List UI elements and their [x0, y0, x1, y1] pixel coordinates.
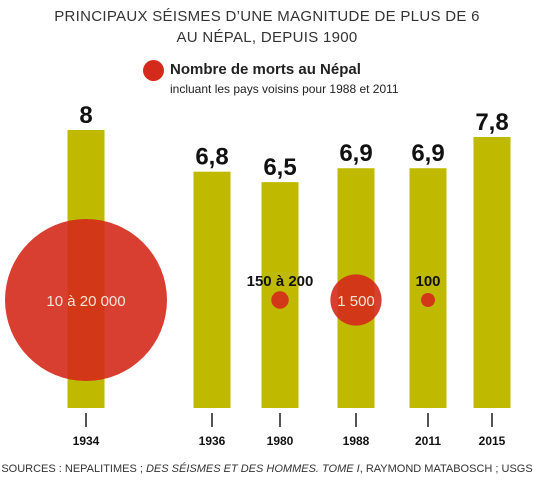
- magnitude-label-2015: 7,8: [475, 109, 508, 136]
- sources-prefix: SOURCES : NEPALITIMES ;: [1, 463, 146, 475]
- year-label-2015: 2015: [479, 434, 506, 448]
- year-label-1936: 1936: [199, 434, 226, 448]
- deaths-circle-2011: [421, 293, 435, 307]
- deaths-circle-1980: [271, 291, 289, 309]
- bar-2011: [409, 168, 447, 408]
- sources-book-title: DES SÉISMES ET DES HOMMES. TOME I: [145, 463, 360, 475]
- deaths-circle-1934: [5, 219, 167, 381]
- legend-subtitle: incluant les pays voisins pour 1988 et 2…: [170, 82, 399, 96]
- magnitude-label-1980: 6,5: [263, 154, 296, 181]
- chart-title-line-2: AU NÉPAL, DEPUIS 1900: [176, 29, 358, 46]
- legend-deaths-marker: [143, 60, 164, 81]
- deaths-label-1934: 10 à 20 000: [46, 293, 125, 310]
- labels-group: 8 1934 6,8 1936 6,5 1980 6,9 1988 6,9 2011 7,8 2015…: [46, 102, 508, 448]
- bar-2015: [473, 136, 511, 408]
- year-label-1988: 1988: [343, 434, 370, 448]
- deaths-label-2011: 100: [415, 273, 440, 290]
- sources-suffix: , RAYMOND MATABOSCH ; USGS: [359, 463, 533, 475]
- magnitude-label-1934: 8: [79, 102, 92, 129]
- year-label-2011: 2011: [415, 434, 441, 448]
- magnitude-label-2011: 6,9: [411, 140, 444, 167]
- sources-note: SOURCES : NEPALITIMES ; DES SÉISMES ET D…: [0, 463, 534, 475]
- year-label-1980: 1980: [267, 434, 294, 448]
- deaths-label-1980: 150 à 200: [247, 273, 314, 290]
- legend-title: Nombre de morts au Népal: [170, 61, 361, 78]
- deaths-circles-group: [5, 219, 435, 381]
- deaths-circle-1988: [330, 274, 382, 326]
- chart-title-line-1: PRINCIPAUX SÉISMES D’UNE MAGNITUDE DE PL…: [54, 8, 480, 25]
- deaths-label-1988: 1 500: [337, 293, 375, 310]
- year-label-1934: 1934: [73, 434, 100, 448]
- magnitude-label-1988: 6,9: [339, 140, 372, 167]
- bar-1936: [193, 171, 231, 408]
- magnitude-label-1936: 6,8: [195, 144, 228, 171]
